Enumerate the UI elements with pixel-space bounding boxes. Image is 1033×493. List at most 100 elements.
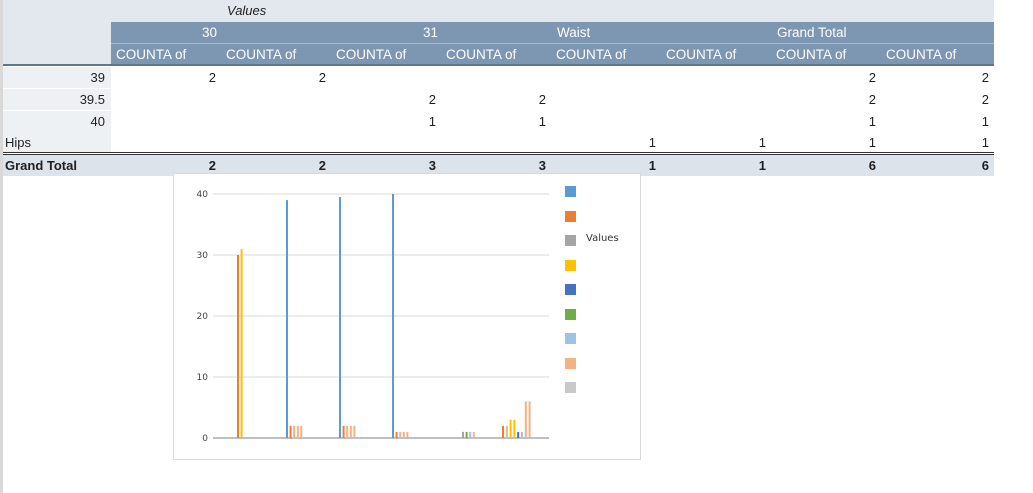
- row-label[interactable]: 40: [3, 111, 111, 132]
- row-label[interactable]: 39.5: [3, 89, 111, 110]
- subheader-cell[interactable]: COUNTA of: [226, 47, 297, 62]
- legend-swatch: [565, 357, 576, 369]
- col-group-waist[interactable]: Waist: [557, 25, 591, 40]
- column-group-row: 30 31 Waist Grand Total: [111, 22, 994, 43]
- legend-item[interactable]: [565, 357, 635, 372]
- table-cell[interactable]: 1: [648, 135, 656, 150]
- y-tick-label: 40: [197, 190, 209, 200]
- chart-bar[interactable]: [462, 431, 464, 438]
- sub-header-row: COUNTA of COUNTA of COUNTA of COUNTA of …: [111, 43, 994, 65]
- legend-label: Values: [586, 233, 619, 244]
- chart-bar[interactable]: [293, 425, 296, 438]
- table-cell[interactable]: 2: [868, 92, 876, 107]
- chart-bar[interactable]: [406, 431, 409, 438]
- chart-bar[interactable]: [509, 419, 512, 438]
- table-cell[interactable]: 2: [428, 92, 436, 107]
- table-cell[interactable]: 3: [538, 158, 546, 173]
- col-group-31[interactable]: 31: [423, 25, 439, 40]
- chart-bar[interactable]: [521, 431, 523, 438]
- subheader-cell[interactable]: COUNTA of: [116, 47, 187, 62]
- col-group-grand-total[interactable]: Grand Total: [777, 25, 847, 40]
- values-caption-row: Values: [3, 0, 994, 22]
- chart-bar[interactable]: [349, 425, 352, 438]
- table-cell[interactable]: 1: [758, 135, 766, 150]
- legend-swatch: [565, 210, 576, 222]
- chart-bar[interactable]: [300, 425, 303, 438]
- table-cell[interactable]: 1: [868, 135, 876, 150]
- table-cell[interactable]: 2: [318, 70, 326, 85]
- chart-bar[interactable]: [296, 425, 299, 438]
- chart-bar[interactable]: [240, 248, 243, 438]
- legend-item[interactable]: [565, 259, 635, 274]
- table-cell[interactable]: 1: [428, 114, 436, 129]
- table-cell[interactable]: 2: [208, 70, 216, 85]
- table-cell[interactable]: 1: [648, 158, 656, 173]
- table-cell[interactable]: 6: [981, 158, 989, 173]
- legend-swatch: [565, 382, 576, 393]
- subheader-cell[interactable]: COUNTA of: [336, 47, 407, 62]
- chart-bar[interactable]: [469, 431, 472, 438]
- chart-bar[interactable]: [286, 200, 288, 438]
- table-cell[interactable]: 1: [981, 135, 989, 150]
- legend-item[interactable]: [565, 333, 635, 347]
- legend-swatch: [565, 235, 576, 246]
- values-caption[interactable]: Values: [227, 3, 267, 18]
- table-cell[interactable]: 3: [428, 158, 436, 173]
- table-cell[interactable]: 2: [868, 70, 876, 85]
- subheader-cell[interactable]: COUNTA of: [776, 47, 847, 62]
- table-cell[interactable]: 1: [981, 114, 989, 129]
- legend-item[interactable]: [565, 308, 635, 323]
- y-tick-label: 30: [197, 251, 209, 261]
- y-tick-label: 0: [202, 434, 208, 444]
- table-cell[interactable]: 1: [868, 114, 876, 129]
- table-cell[interactable]: 1: [758, 158, 766, 173]
- legend-item[interactable]: [565, 382, 635, 396]
- table-cell[interactable]: 2: [981, 92, 989, 107]
- pivot-chart[interactable]: 40 30 20 10 0 Values: [173, 173, 641, 460]
- row-label[interactable]: Hips: [3, 132, 111, 153]
- chart-bar[interactable]: [517, 431, 520, 438]
- chart-bar[interactable]: [353, 425, 356, 438]
- chart-bar[interactable]: [339, 197, 341, 438]
- chart-bar[interactable]: [342, 425, 345, 438]
- chart-bar[interactable]: [502, 425, 504, 438]
- chart-bar[interactable]: [472, 431, 475, 438]
- chart-bar[interactable]: [465, 431, 468, 438]
- chart-bar[interactable]: [528, 401, 531, 438]
- table-cell[interactable]: 1: [538, 114, 546, 129]
- table-row-39-5: 39.5 2 2 2 2: [3, 89, 994, 110]
- sheet-left-edge: [0, 0, 3, 493]
- table-cell[interactable]: 2: [318, 158, 326, 173]
- chart-bar[interactable]: [346, 425, 349, 438]
- chart-bar[interactable]: [513, 419, 516, 438]
- table-cell[interactable]: 2: [981, 70, 989, 85]
- pivot-corner: [3, 22, 111, 64]
- col-group-30[interactable]: 30: [202, 25, 218, 40]
- grand-total-label[interactable]: Grand Total: [5, 158, 77, 173]
- chart-bar[interactable]: [392, 194, 394, 438]
- subheader-cell[interactable]: COUNTA of: [556, 47, 627, 62]
- grand-total-row: Grand Total 2 2 3 3 1 1 6 6: [3, 155, 994, 176]
- subheader-cell[interactable]: COUNTA of: [886, 47, 957, 62]
- legend-item[interactable]: [565, 284, 635, 298]
- chart-bar[interactable]: [399, 431, 402, 438]
- legend-swatch: [565, 259, 576, 271]
- chart-bar[interactable]: [402, 431, 405, 438]
- legend-item[interactable]: Values: [565, 233, 635, 249]
- chart-bar[interactable]: [289, 425, 292, 438]
- table-cell[interactable]: 2: [538, 92, 546, 107]
- legend-swatch: [565, 284, 576, 295]
- chart-bar[interactable]: [524, 401, 527, 438]
- subheader-cell[interactable]: COUNTA of: [446, 47, 517, 62]
- chart-bar[interactable]: [237, 255, 239, 438]
- table-cell[interactable]: 2: [208, 158, 216, 173]
- table-row-39: 39 2 2 2 2: [3, 67, 994, 88]
- legend-item[interactable]: [565, 210, 635, 225]
- row-label[interactable]: 39: [3, 67, 111, 88]
- legend-item[interactable]: [565, 186, 635, 200]
- subheader-cell[interactable]: COUNTA of: [666, 47, 737, 62]
- table-cell[interactable]: 6: [868, 158, 876, 173]
- chart-bar[interactable]: [395, 431, 398, 438]
- table-row-hips: Hips 1 1 1 1: [3, 132, 994, 153]
- chart-bar[interactable]: [505, 425, 508, 438]
